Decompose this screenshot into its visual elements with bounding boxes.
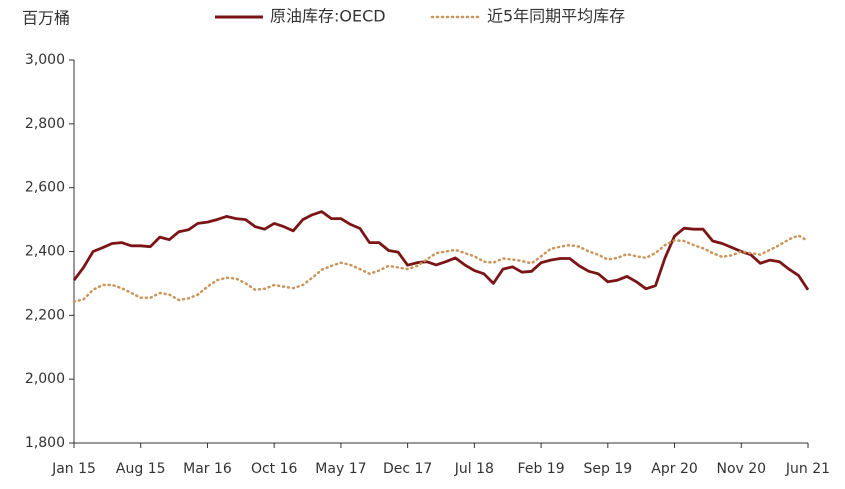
x-tick-label: Aug 15 <box>116 461 166 477</box>
x-tick-label: Oct 16 <box>251 461 298 477</box>
y-tick-label: 3,000 <box>25 52 65 68</box>
line-series <box>72 234 810 303</box>
y-tick-label: 2,600 <box>25 180 65 196</box>
y-tick-label: 2,000 <box>25 371 65 387</box>
x-tick-label: Mar 16 <box>183 461 232 477</box>
y-tick-label: 1,800 <box>25 435 65 451</box>
x-tick-label: Sep 19 <box>583 461 632 477</box>
x-tick-label: Jul 18 <box>454 461 494 477</box>
y-tick-label: 2,200 <box>25 307 65 323</box>
x-tick-label: May 17 <box>315 461 366 477</box>
x-tick-label: Apr 20 <box>651 461 697 477</box>
x-tick-label: Nov 20 <box>716 461 766 477</box>
x-tick-label: Jan 15 <box>51 461 96 477</box>
x-tick-label: Jun 21 <box>785 461 830 477</box>
y-axis-label: 百万桶 <box>22 9 70 28</box>
legend-label: 近5年同期平均库存 <box>487 7 625 26</box>
x-tick-label: Dec 17 <box>383 461 432 477</box>
line-series <box>72 210 810 291</box>
y-tick-label: 2,400 <box>25 244 65 260</box>
y-tick-label: 2,800 <box>25 116 65 132</box>
x-tick-label: Feb 19 <box>518 461 565 477</box>
legend-label: 原油库存:OECD <box>270 7 386 26</box>
